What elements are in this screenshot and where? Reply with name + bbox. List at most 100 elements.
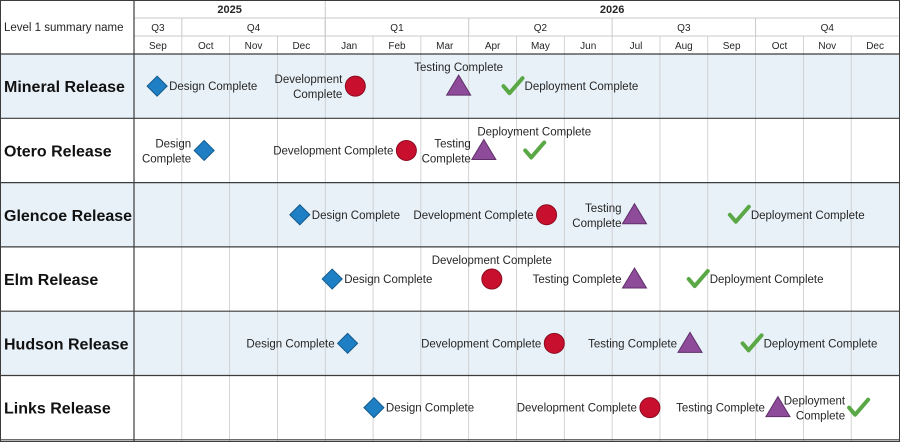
milestone-label: Testing Complete [533,274,622,286]
milestone-label: Deployment Complete [764,338,878,350]
row-band [0,311,900,376]
milestone-label-line: Complete [422,153,471,165]
milestone-design: Design Complete [289,204,400,226]
milestone-label: Testing Complete [422,138,471,165]
quarter-label: Q1 [390,23,404,34]
milestone-label-line: Testing [585,203,621,215]
diamond-icon [363,396,385,419]
year-label: 2025 [217,4,241,16]
milestone-testing: Testing Complete [588,331,703,353]
circle-icon [481,268,503,290]
circle-icon [344,75,366,97]
milestone-label: Deployment Complete [784,396,846,423]
release-row: Links Release Design Complete Development … [4,395,871,423]
row-band [0,246,900,312]
month-label: May [531,41,550,52]
milestone-deployment: Deployment Complete [501,76,639,96]
month-label: Jun [580,41,596,52]
circle-icon [543,332,565,354]
quarter-label: Q4 [247,23,261,34]
row-band [0,182,900,247]
milestone-label: Development Complete [421,338,541,350]
year-label: 2026 [600,4,624,16]
release-row: Mineral Release Design Complete Developmen… [4,62,638,101]
milestone-testing: Testing Complete [414,62,503,96]
milestone-design: Design Complete [146,75,257,97]
circle-icon [639,397,661,419]
milestone-label: Design Complete [386,403,474,415]
milestone-label-line: Development [275,74,344,86]
circle-icon [536,204,558,226]
triangle-icon [677,331,703,353]
month-label: Jul [630,41,643,52]
milestone-label: Deployment Complete [710,274,824,286]
milestone-deployment: Deployment Complete [477,126,591,160]
triangle-icon [470,138,497,160]
milestone-development: Development Complete [413,204,558,226]
quarter-label: Q3 [677,23,691,34]
row-backgrounds [0,54,900,440]
milestone-label: Testing Complete [572,203,621,230]
release-name: Otero Release [4,143,112,160]
release-row: Hudson Release Design Complete Development… [4,331,878,355]
milestone-label: Design Complete [312,210,400,222]
milestone-label-line: Design [155,138,191,150]
checkmark-icon [740,333,764,353]
milestone-label-line: Complete [293,89,342,101]
milestone-label-line: Complete [796,411,845,423]
milestone-development: Development Complete [432,255,552,290]
month-label: Nov [818,41,836,52]
milestone-deployment: Deployment Complete [686,269,824,289]
quarter-label: Q3 [151,23,165,34]
milestone-label: Deployment Complete [525,81,639,93]
milestone-testing: Testing Complete [533,267,648,289]
milestone-label-line: Deployment [784,396,846,408]
milestone-label: Testing Complete [676,403,765,415]
milestone-development: Development Complete [421,332,565,354]
release-name: Hudson Release [4,336,129,353]
month-label: Sep [149,41,167,52]
month-gridlines [181,36,852,442]
quarter-label: Q4 [821,23,835,34]
milestone-label: Testing Complete [588,338,677,350]
row-band [0,375,900,440]
release-name: Mineral Release [4,79,125,96]
month-label: Mar [436,41,454,52]
checkmark-icon [523,140,547,160]
triangle-icon [621,202,648,225]
diamond-icon [289,204,311,226]
milestone-testing: Testing Complete [572,202,648,230]
month-label: Jan [341,41,357,52]
milestone-design: Design Complete [246,332,359,355]
month-label: Apr [485,41,501,52]
triangle-icon [445,74,472,96]
timeline-rows: Mineral Release Design CompleteDevelopmen… [4,62,878,423]
release-row: Otero Release Design Complete Development C… [4,126,591,165]
milestone-label-line: Complete [142,153,191,165]
milestone-testing: Testing Complete [676,395,791,418]
triangle-icon [621,267,648,289]
milestone-label: Development Complete [413,210,533,222]
release-name: Links Release [4,401,111,418]
month-label: Sep [723,41,741,52]
milestone-development: Development Complete [273,139,417,161]
month-label: Dec [292,41,310,52]
diamond-icon [146,75,168,97]
month-label: Feb [388,41,406,52]
milestone-deployment: Deployment Complete [740,333,878,353]
month-label: Nov [245,41,263,52]
milestone-label: Development Complete [432,255,552,267]
milestone-testing: Testing Complete [422,138,497,165]
month-label: Oct [198,41,214,52]
header-label: Level 1 summary name [4,22,124,34]
checkmark-icon [686,269,710,289]
checkmark-icon [847,397,871,417]
milestone-design: Design Complete [321,268,432,290]
milestone-label: Design Complete [142,138,191,165]
month-label: Oct [772,41,788,52]
milestone-label-line: Complete [572,218,621,230]
milestone-deployment: Deployment Complete [727,204,865,224]
release-name: Elm Release [4,272,98,289]
